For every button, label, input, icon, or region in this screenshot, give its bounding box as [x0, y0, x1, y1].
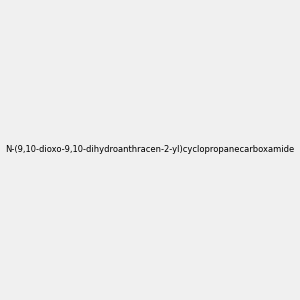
Text: N-(9,10-dioxo-9,10-dihydroanthracen-2-yl)cyclopropanecarboxamide: N-(9,10-dioxo-9,10-dihydroanthracen-2-yl…	[5, 146, 295, 154]
